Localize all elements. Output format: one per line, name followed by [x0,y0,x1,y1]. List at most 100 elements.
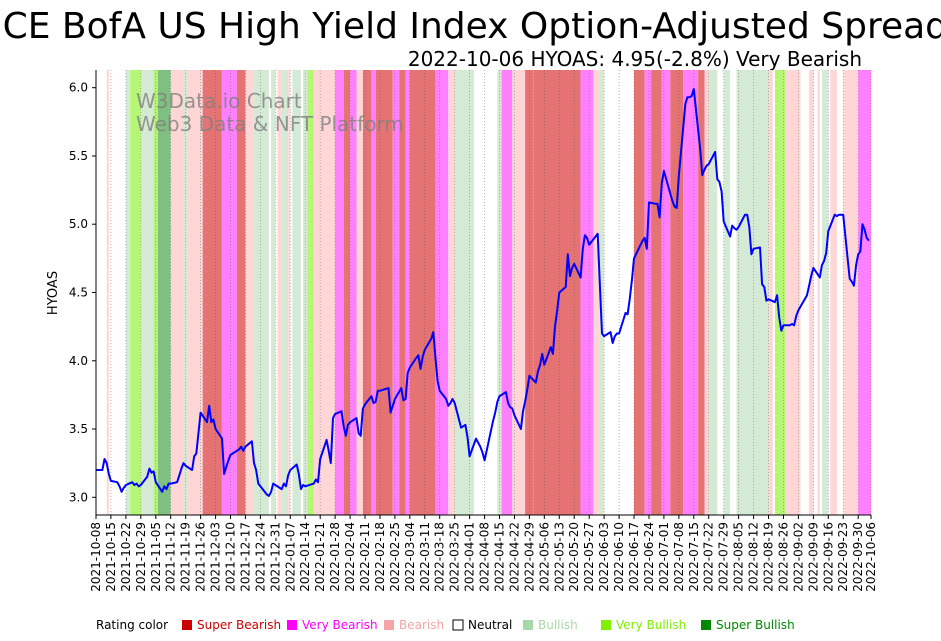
x-tick-label: 2022-03-18 [433,522,447,592]
rating-band [320,70,336,515]
x-tick-label: 2022-09-02 [791,522,805,592]
watermark-line-1: W3Data.io Chart [136,89,302,113]
chart-subtitle: 2022-10-06 HYOAS: 4.95(-2.8%) Very Beari… [408,47,862,71]
legend-title: Rating color [96,618,168,632]
x-tick-label: 2022-02-25 [388,522,402,592]
x-tick-label: 2022-08-12 [747,522,761,592]
y-tick-label: 4.5 [69,286,88,300]
x-tick-label: 2022-08-19 [762,522,776,592]
x-tick-label: 2022-04-22 [508,522,522,592]
y-tick-label: 6.0 [69,81,88,95]
rating-band [683,70,698,515]
x-tick-label: 2021-12-24 [253,522,267,592]
rating-band [774,70,786,515]
legend-swatch [523,620,533,630]
legend-label: Very Bearish [302,618,378,632]
x-tick-label: 2022-07-15 [687,522,701,592]
rating-band [392,70,400,515]
rating-band [580,70,594,515]
x-tick-label: 2022-05-13 [552,522,566,592]
rating-band [335,70,344,515]
rating-band [704,70,709,515]
rating-band [651,70,662,515]
x-tick-label: 2022-04-29 [522,522,536,592]
rating-band [435,70,449,515]
rating-band [785,70,801,515]
rating-band [271,70,276,515]
x-tick-label: 2022-05-27 [582,522,596,592]
rating-band [362,70,372,515]
rating-band [140,70,154,515]
rating-band [375,70,393,515]
legend-label: Very Bullish [616,618,686,632]
x-tick-label: 2021-11-26 [194,522,208,592]
x-tick-label: 2022-09-30 [851,522,865,592]
rating-band [809,70,814,515]
rating-band [644,70,652,515]
y-tick-label: 3.0 [69,490,88,504]
x-gridlines [95,70,872,515]
x-tick-label: 2021-10-22 [119,522,133,592]
x-tick-label: 2022-06-10 [612,522,626,592]
x-tick-label: 2022-07-22 [702,522,716,592]
rating-band [843,70,859,515]
legend-swatch [601,620,611,630]
rating-band [599,70,605,515]
rating-band [634,70,645,515]
x-tick-label: 2022-03-25 [448,522,462,592]
rating-band [593,70,600,515]
rating-band [254,70,269,515]
x-tick-label: 2022-02-18 [373,522,387,592]
series-line-hyoas [96,88,870,497]
legend-label: Super Bearish [197,618,281,632]
x-tick-label: 2022-08-05 [732,522,746,592]
rating-band [125,70,131,515]
x-tick-label: 2022-01-28 [328,522,342,592]
x-tick-label: 2022-09-23 [836,522,850,592]
rating-band [343,70,351,515]
x-tick-label: 2022-04-15 [493,522,507,592]
rating-band [821,70,829,515]
rating-band [723,70,731,515]
x-tick-label: 2022-05-06 [537,522,551,592]
x-axis-ticks: 2021-10-08 2021-10-15 2021-10-22 2021-10-29… [89,515,878,592]
rating-band [187,70,203,515]
x-tick-label: 2022-03-11 [418,522,432,592]
rating-band [277,70,282,515]
watermark-line-2: Web3 Data & NFT Platform [136,112,404,136]
rating-band [533,70,581,515]
legend-label: Bullish [538,618,578,632]
rating-bands [106,70,871,515]
x-tick-label: 2022-02-04 [343,522,357,592]
rating-band [222,70,237,515]
x-tick-label: 2021-10-15 [104,522,118,592]
rating-band [170,70,184,515]
rating-band [817,70,820,515]
rating-band [356,70,363,515]
x-tick-label: 2022-03-04 [403,522,417,592]
rating-band [409,70,436,515]
x-tick-label: 2022-06-24 [642,522,656,592]
rating-band [736,70,769,515]
chart-title: ICE BofA US High Yield Index Option-Adju… [0,6,941,47]
y-axis-label: HYOAS [46,271,61,315]
rating-band [371,70,376,515]
x-tick-label: 2022-07-01 [657,522,671,592]
rating-band [350,70,357,515]
rating-band [292,70,301,515]
legend-swatch [452,619,464,631]
legend-swatch [182,620,192,630]
legend-swatch [287,620,297,630]
legend: Rating color Super Bearish Very Bearish Be… [96,618,795,632]
rating-band [708,70,718,515]
x-tick-label: 2022-02-11 [358,522,372,592]
rating-band [448,70,455,515]
rating-band [405,70,410,515]
rating-band [130,70,141,515]
rating-band [698,70,705,515]
y-tick-label: 4.0 [69,354,88,368]
rating-band [858,70,871,515]
rating-band [281,70,289,515]
legend-label: Bearish [399,618,444,632]
